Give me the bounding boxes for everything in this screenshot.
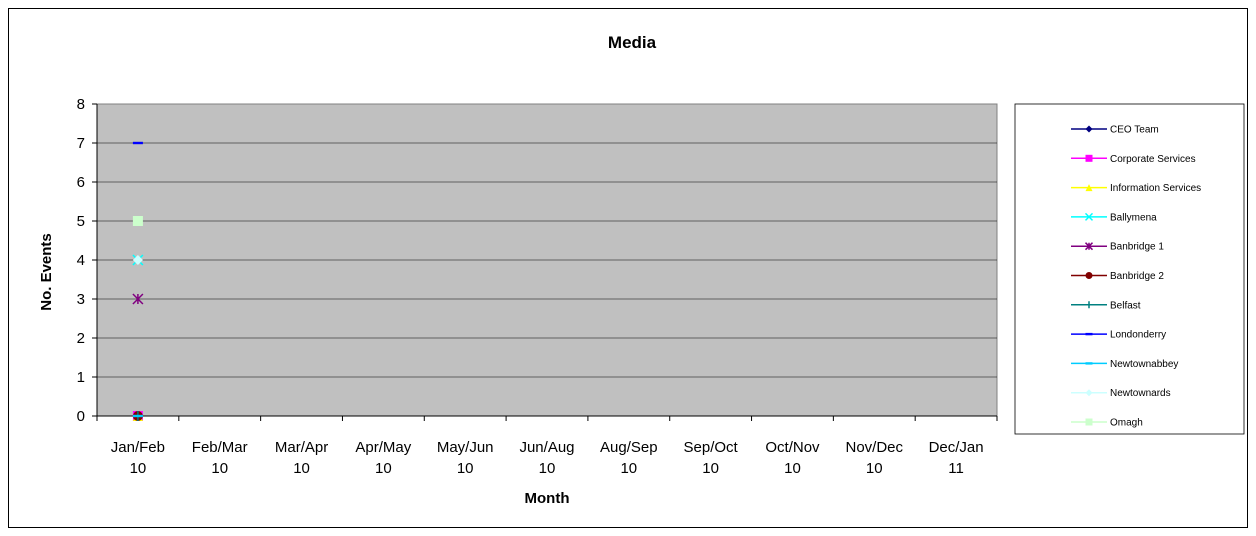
legend-marker bbox=[1085, 362, 1093, 365]
y-tick-label: 2 bbox=[77, 330, 85, 347]
data-point bbox=[132, 216, 143, 226]
legend-marker bbox=[1085, 125, 1093, 133]
x-tick-label: 10 bbox=[866, 460, 883, 477]
x-tick-label: 10 bbox=[375, 460, 392, 477]
y-tick-label: 4 bbox=[77, 252, 85, 269]
legend-label: Ballymena bbox=[1110, 212, 1157, 223]
x-tick-label: Feb/Mar bbox=[192, 439, 248, 456]
x-tick-label: Aug/Sep bbox=[600, 439, 658, 456]
legend-label: Newtownabbey bbox=[1110, 359, 1178, 370]
y-axis-title: No. Events bbox=[38, 233, 55, 311]
x-tick-label: Apr/May bbox=[355, 439, 411, 456]
legend-box bbox=[1014, 103, 1245, 435]
x-tick-label: 10 bbox=[539, 460, 556, 477]
x-tick-label: Dec/Jan bbox=[929, 439, 984, 456]
legend-label: Belfast bbox=[1110, 300, 1141, 311]
y-tick-label: 3 bbox=[77, 291, 85, 308]
y-tick-label: 8 bbox=[77, 96, 85, 113]
x-tick-label: 10 bbox=[784, 460, 801, 477]
y-tick-label: 0 bbox=[77, 408, 85, 425]
x-tick-label: 10 bbox=[211, 460, 228, 477]
legend-label: Banbridge 2 bbox=[1110, 271, 1164, 282]
legend-marker bbox=[1085, 418, 1093, 426]
legend-marker bbox=[1085, 332, 1093, 336]
data-point bbox=[132, 141, 143, 145]
data-point bbox=[132, 414, 143, 418]
x-tick-label: Mar/Apr bbox=[275, 439, 328, 456]
x-tick-label: 10 bbox=[702, 460, 719, 477]
legend-label: CEO Team bbox=[1110, 125, 1159, 136]
x-tick-label: Sep/Oct bbox=[684, 439, 739, 456]
y-tick-label: 5 bbox=[77, 213, 85, 230]
legend-marker bbox=[1085, 272, 1093, 279]
data-point bbox=[132, 255, 143, 265]
y-tick-label: 1 bbox=[77, 369, 85, 386]
x-axis-title: Month bbox=[525, 490, 570, 507]
legend-label: Corporate Services bbox=[1110, 154, 1196, 165]
media-chart: Media 0 1 2 3 4 5 6 7 8 Jan/Feb 10 Feb/Mar 10 Mar/Apr… bbox=[38, 33, 1245, 507]
y-tick-label: 6 bbox=[77, 174, 85, 191]
legend-marker bbox=[1085, 301, 1093, 309]
x-tick-label: Jun/Aug bbox=[519, 439, 574, 456]
x-tick-label: 10 bbox=[130, 460, 147, 477]
legend-label: Information Services bbox=[1110, 183, 1201, 194]
x-tick-label: Nov/Dec bbox=[846, 439, 904, 456]
x-tick-label: Oct/Nov bbox=[765, 439, 820, 456]
chart-title: Media bbox=[608, 33, 657, 52]
x-tick-label: 10 bbox=[620, 460, 637, 477]
chart-frame: Media 0 1 2 3 4 5 6 7 8 Jan/Feb 10 Feb/Mar 10 Mar/Apr… bbox=[8, 8, 1248, 528]
legend-marker bbox=[1085, 184, 1093, 192]
legend-marker bbox=[1084, 212, 1094, 221]
legend-marker bbox=[1085, 154, 1093, 162]
legend-marker bbox=[1085, 389, 1093, 397]
x-tick-label: 10 bbox=[293, 460, 310, 477]
y-tick-label: 7 bbox=[77, 135, 85, 152]
x-tick-label: Jan/Feb bbox=[111, 439, 165, 456]
legend-label: Newtownards bbox=[1110, 388, 1171, 399]
legend-label: Londonderry bbox=[1110, 330, 1166, 341]
x-tick-label: 11 bbox=[948, 460, 964, 477]
x-tick-label: May/Jun bbox=[437, 439, 494, 456]
legend-marker bbox=[1084, 242, 1094, 251]
data-point bbox=[132, 293, 144, 305]
x-tick-label: 10 bbox=[457, 460, 474, 477]
legend-label: Omagh bbox=[1110, 418, 1143, 429]
legend-label: Banbridge 1 bbox=[1110, 242, 1164, 253]
